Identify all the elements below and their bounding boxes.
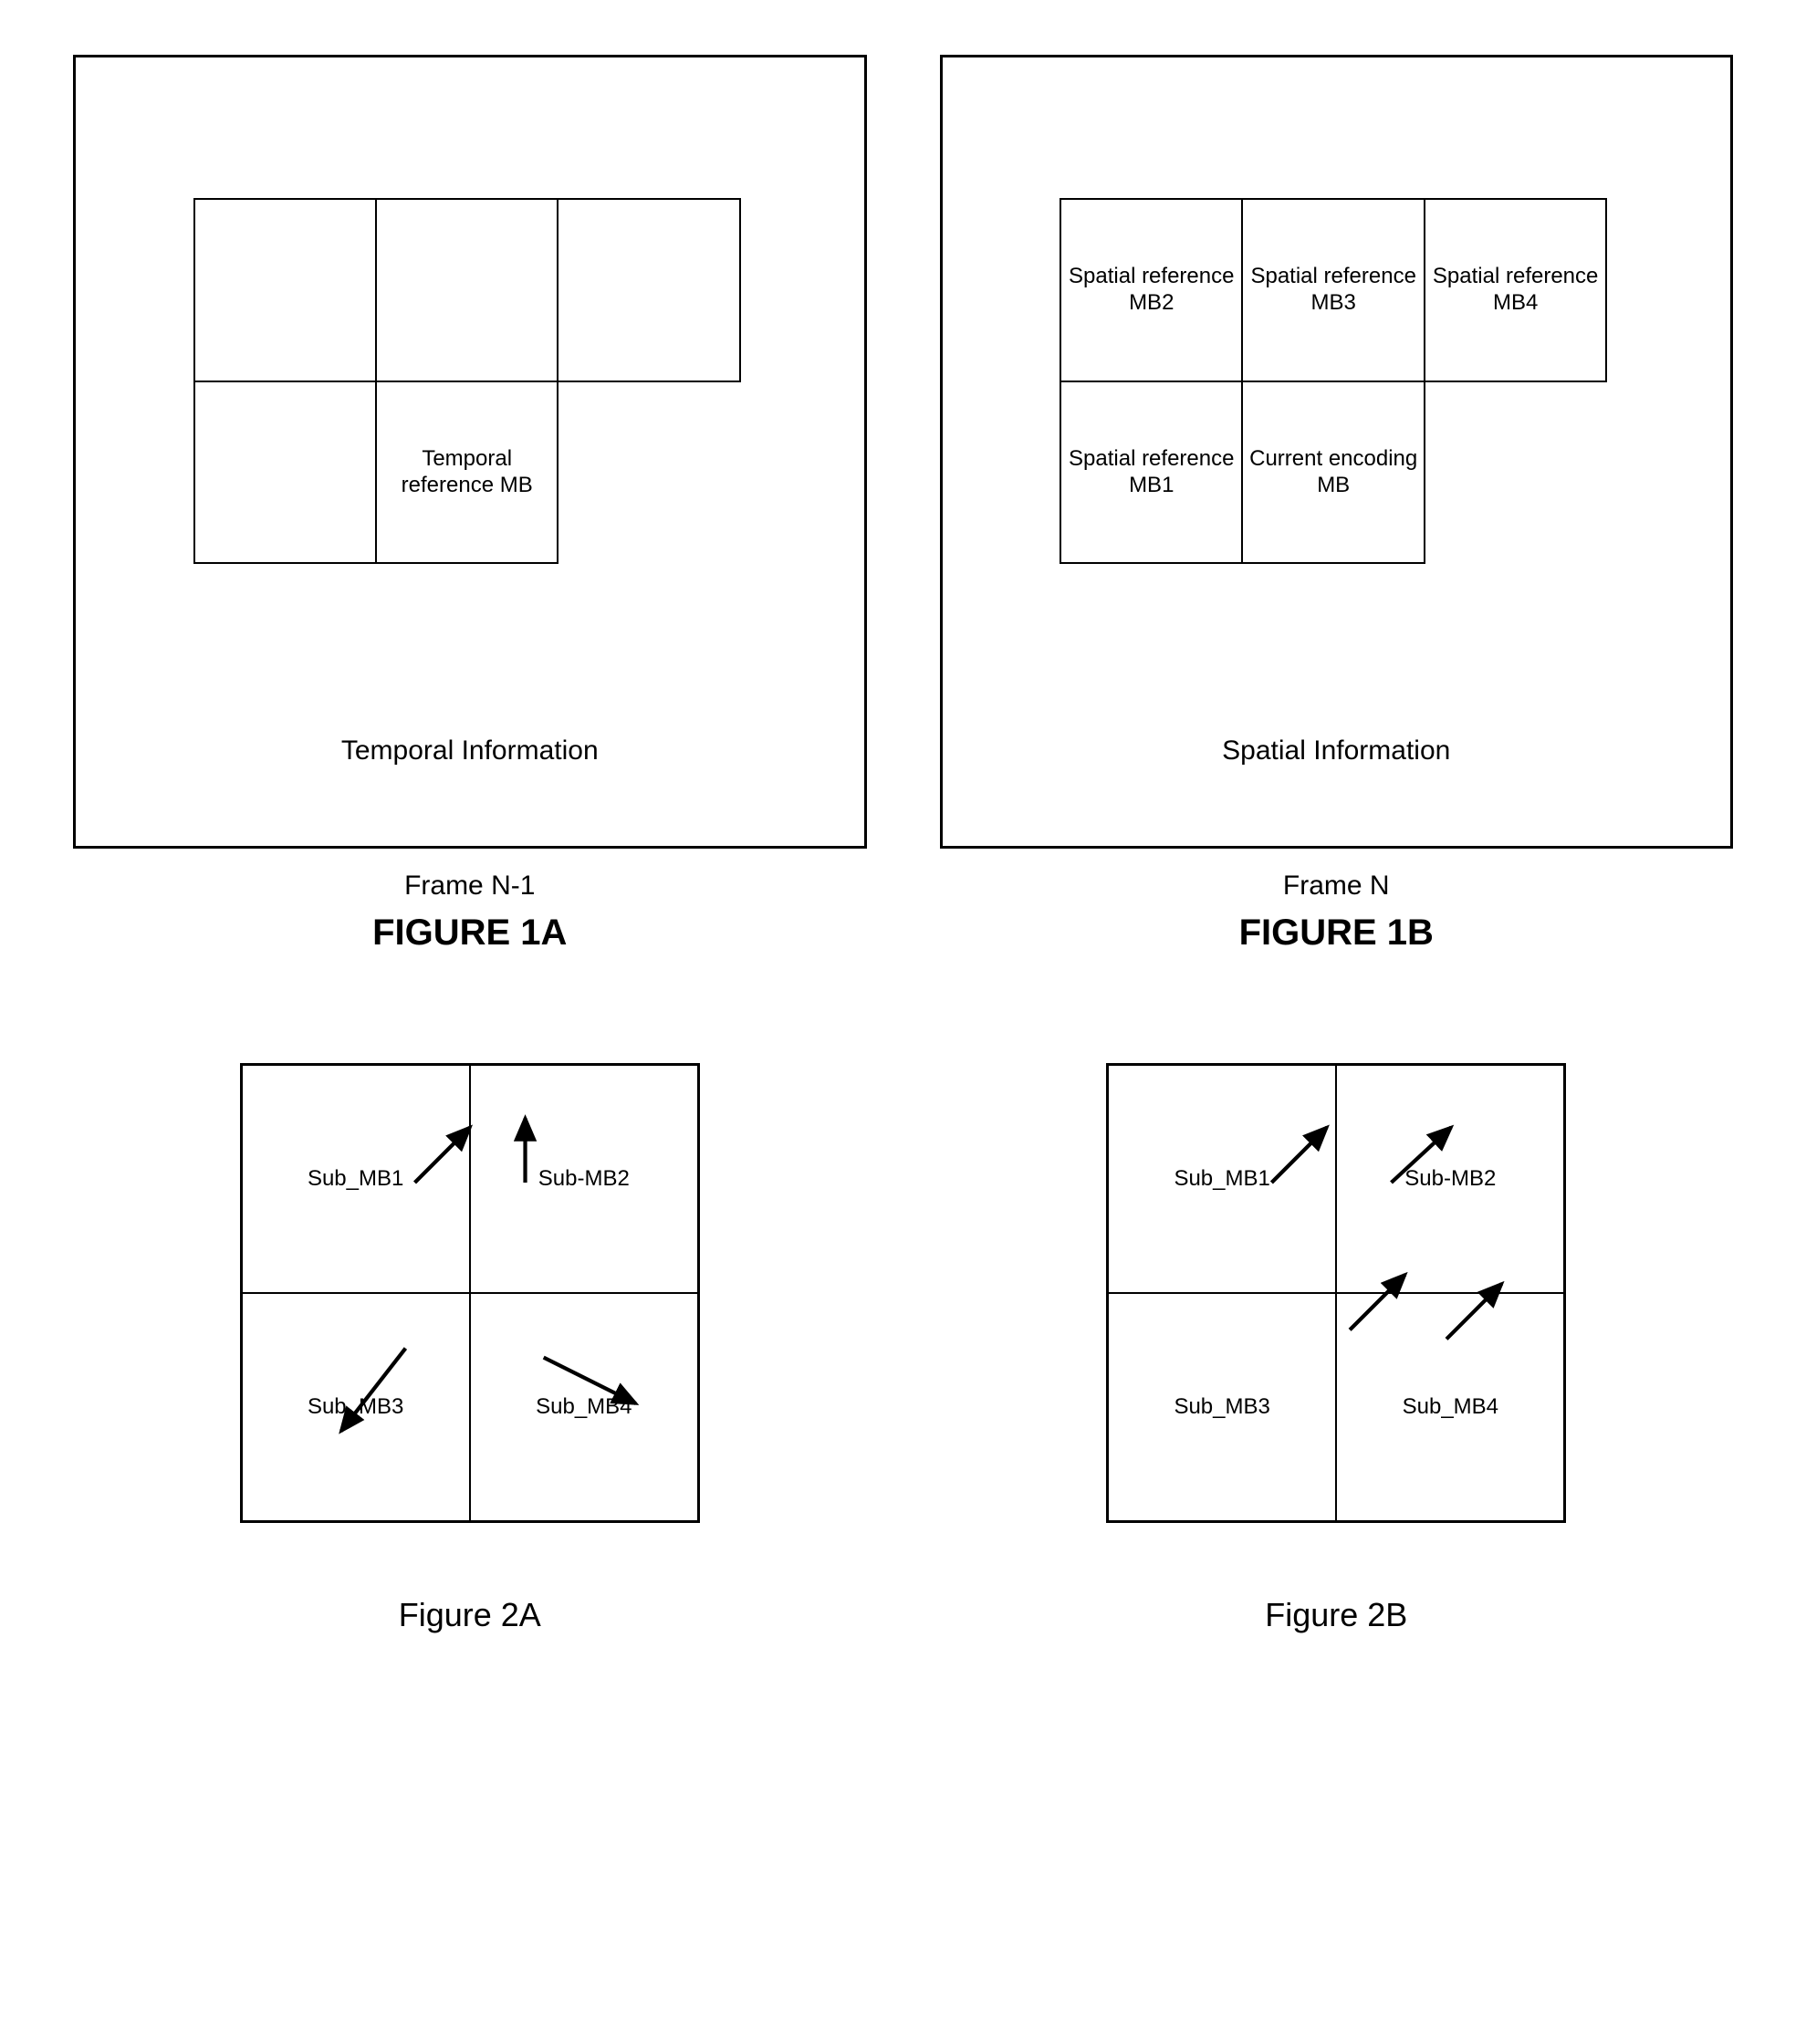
figure-1b-frame-label: Frame N (1283, 871, 1390, 902)
figure-1a-cell-r0c0 (193, 198, 377, 381)
figure-2b-grid: Sub_MB1 Sub-MB2 Sub_MB3 Sub_MB4 (1106, 1063, 1566, 1523)
figure-1a-grid: Temporal reference MB (194, 199, 746, 563)
figure-1a-figure-label: FIGURE 1A (372, 912, 567, 954)
figure-1a-frame-label: Frame N-1 (404, 871, 535, 902)
figure-1b-row-1: Spatial reference MB1 Current encoding M… (1060, 381, 1612, 563)
figure-2b-cell-br: Sub_MB4 (1335, 1292, 1565, 1522)
figure-1b-outer-frame: Spatial reference MB2 Spatial reference … (940, 55, 1734, 849)
figure-1b-figure-label: FIGURE 1B (1239, 912, 1434, 954)
figure-2a-cell-br: Sub_MB4 (469, 1292, 699, 1522)
figure-1a-inner-caption: Temporal Information (76, 735, 864, 766)
figure-2a-cell-tr: Sub-MB2 (469, 1064, 699, 1294)
figure-1a-cell-r1c1: Temporal reference MB (375, 381, 559, 564)
figure-2a-grid-wrap: Sub_MB1 Sub-MB2 Sub_MB3 Sub_MB4 (240, 1063, 700, 1523)
figure-2b-cell-tl: Sub_MB1 (1107, 1064, 1337, 1294)
figure-1b-cell-r0c1: Spatial reference MB3 (1241, 198, 1425, 381)
figure-1b-cell-r0c0: Spatial reference MB2 (1060, 198, 1243, 381)
figure-2a-figure-label: Figure 2A (399, 1596, 541, 1634)
figure-1a-cell-r0c1 (375, 198, 559, 381)
figure-2a-cell-bl: Sub_MB3 (241, 1292, 471, 1522)
figure-1a-cell-r1c0 (193, 381, 377, 564)
figure-2b-panel: Sub_MB1 Sub-MB2 Sub_MB3 Sub_MB4 Figure 2… (940, 1063, 1734, 1634)
row-figure-2: Sub_MB1 Sub-MB2 Sub_MB3 Sub_MB4 Figure 2… (73, 1063, 1733, 1634)
figure-1a-panel: Temporal reference MB Temporal Informati… (73, 55, 867, 954)
figure-2a-cell-tl: Sub_MB1 (241, 1064, 471, 1294)
figure-1b-inner-caption: Spatial Information (943, 735, 1731, 766)
figure-1b-panel: Spatial reference MB2 Spatial reference … (940, 55, 1734, 954)
figure-1a-outer-frame: Temporal reference MB Temporal Informati… (73, 55, 867, 849)
figure-1b-cell-r0c2: Spatial reference MB4 (1424, 198, 1607, 381)
figure-1a-row-0 (194, 199, 746, 381)
figure-2a-panel: Sub_MB1 Sub-MB2 Sub_MB3 Sub_MB4 Figure 2… (73, 1063, 867, 1634)
figure-2a-grid: Sub_MB1 Sub-MB2 Sub_MB3 Sub_MB4 (240, 1063, 700, 1523)
figure-1a-row-1: Temporal reference MB (194, 381, 746, 563)
figure-2b-cell-tr: Sub-MB2 (1335, 1064, 1565, 1294)
figure-1b-cell-r1c0: Spatial reference MB1 (1060, 381, 1243, 564)
figure-2b-figure-label: Figure 2B (1265, 1596, 1407, 1634)
figure-1b-grid: Spatial reference MB2 Spatial reference … (1060, 199, 1612, 563)
figure-2b-cell-bl: Sub_MB3 (1107, 1292, 1337, 1522)
figure-1b-cell-r1c1: Current encoding MB (1241, 381, 1425, 564)
figure-1a-cell-r0c2 (557, 198, 740, 381)
figure-1b-row-0: Spatial reference MB2 Spatial reference … (1060, 199, 1612, 381)
figure-2b-grid-wrap: Sub_MB1 Sub-MB2 Sub_MB3 Sub_MB4 (1106, 1063, 1566, 1523)
row-figure-1: Temporal reference MB Temporal Informati… (73, 55, 1733, 954)
